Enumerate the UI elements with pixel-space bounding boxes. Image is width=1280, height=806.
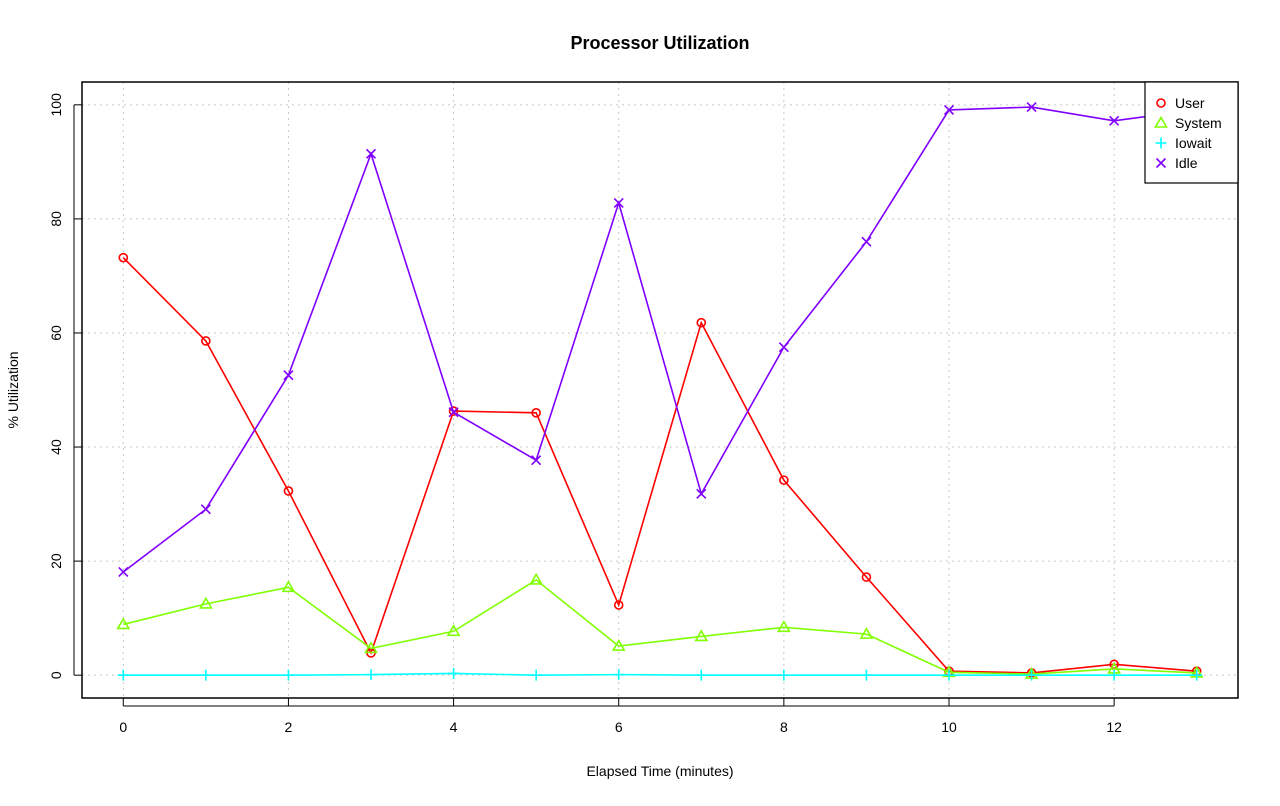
marker-plus [282, 669, 294, 681]
marker-cross [200, 504, 211, 515]
marker-triangle [1154, 115, 1168, 128]
series-line [123, 672, 1197, 676]
x-tick-label: 8 [780, 719, 788, 735]
y-tick-label: 60 [48, 325, 64, 341]
marker-plus [1026, 669, 1038, 681]
series-line [122, 106, 1197, 573]
x-axis-label: Elapsed Time (minutes) [586, 763, 733, 779]
marker-plus [1108, 669, 1120, 681]
marker-cross [696, 488, 707, 499]
marker-plus [695, 669, 707, 681]
x-tick-label: 6 [615, 719, 623, 735]
series-user [118, 252, 1202, 678]
series-system [116, 572, 1204, 679]
marker-circle [201, 336, 211, 346]
series-idle [118, 102, 1202, 578]
marker-cross [531, 455, 542, 466]
chart-title: Processor Utilization [570, 33, 749, 53]
marker-cross [1109, 115, 1120, 126]
marker-circle [118, 252, 129, 263]
marker-circle [531, 408, 541, 418]
marker-triangle [611, 638, 626, 651]
marker-plus [613, 669, 625, 681]
x-tick-label: 0 [119, 719, 127, 735]
marker-circle [779, 475, 789, 485]
legend-label: Iowait [1175, 135, 1212, 151]
marker-cross [1026, 102, 1037, 113]
marker-circle [613, 600, 624, 610]
legend-label: Idle [1175, 155, 1198, 171]
marker-cross [448, 407, 459, 418]
x-tick-label: 10 [941, 719, 957, 735]
marker-plus [1155, 137, 1167, 149]
series-line [122, 257, 1197, 674]
legend-label: System [1175, 115, 1222, 131]
y-tick-label: 80 [48, 211, 64, 227]
series-line [123, 578, 1197, 675]
marker-cross [283, 370, 294, 381]
marker-triangle [529, 572, 544, 585]
marker-circle [283, 486, 294, 496]
marker-triangle [116, 617, 131, 630]
y-axis-label: % Utilization [5, 351, 21, 428]
y-tick-label: 0 [48, 671, 64, 679]
plot-border [81, 81, 1239, 699]
legend-label: User [1175, 95, 1205, 111]
marker-cross [118, 566, 129, 578]
marker-plus [365, 669, 377, 681]
marker-triangle [776, 620, 791, 633]
marker-circle [448, 406, 459, 416]
x-tick-label: 4 [450, 719, 458, 735]
marker-cross [943, 104, 955, 116]
marker-triangle [694, 629, 709, 642]
legend: User System Iowait Idle [1144, 81, 1239, 184]
marker-cross [365, 148, 377, 159]
marker-triangle [446, 624, 461, 637]
y-tick-label: 40 [48, 439, 64, 455]
x-tick-label: 2 [285, 719, 293, 735]
x-tick-label: 12 [1106, 719, 1122, 735]
marker-plus [448, 667, 460, 679]
marker-plus [860, 669, 872, 681]
marker-plus [943, 669, 955, 681]
marker-plus [200, 669, 212, 681]
y-tick-label: 100 [48, 93, 64, 117]
marker-triangle [364, 641, 378, 654]
marker-triangle [281, 580, 296, 593]
y-tick-label: 20 [48, 553, 64, 569]
marker-circle [696, 317, 707, 328]
marker-plus [117, 669, 129, 681]
marker-plus [1191, 669, 1203, 681]
marker-triangle [859, 627, 874, 639]
marker-cross [1155, 157, 1167, 169]
marker-triangle [198, 596, 213, 609]
marker-plus [530, 669, 542, 681]
marker-cross [778, 342, 789, 353]
series-iowait [117, 667, 1203, 681]
marker-circle [1156, 98, 1166, 108]
marker-cross [613, 197, 624, 208]
marker-circle [861, 572, 872, 582]
marker-plus [778, 669, 790, 681]
marker-cross [861, 236, 872, 247]
